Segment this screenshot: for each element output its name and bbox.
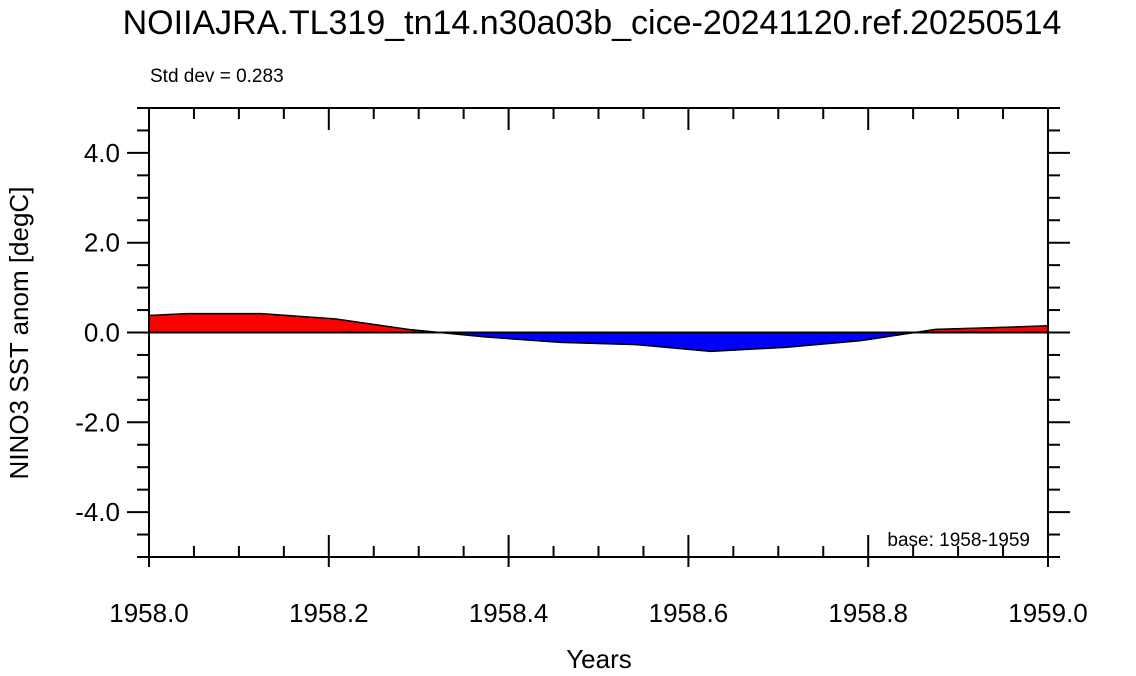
std-dev-annotation: Std dev = 0.283	[150, 66, 284, 87]
data-areas	[148, 312, 1049, 353]
chart-title: NOIIAJRA.TL319_tn14.n30a03b_cice-2024112…	[123, 4, 1062, 42]
base-annotation: base: 1958-1959	[887, 530, 1030, 551]
x-tick-label-0: 1958.0	[109, 598, 189, 628]
x-tick-label-4: 1958.8	[828, 598, 908, 628]
y-tick-label-4: -4.0	[75, 497, 120, 527]
y-tick-label-3: -2.0	[75, 407, 120, 437]
y-tick-label-1: 2.0	[84, 228, 120, 258]
x-axis-label: Years	[566, 644, 632, 674]
y-tick-label-0: 4.0	[84, 138, 120, 168]
axis-tick-labels: 1958.0 1958.2 1958.4 1958.6 1958.8 1959.0 4.0 2…	[75, 138, 1088, 628]
y-tick-label-2: 0.0	[84, 318, 120, 348]
y-axis-label: NINO3 SST anom [degC]	[4, 187, 34, 480]
x-tick-label-3: 1958.6	[649, 598, 729, 628]
x-tick-label-2: 1958.4	[469, 598, 549, 628]
x-tick-label-5: 1959.0	[1008, 598, 1088, 628]
x-tick-label-1: 1958.2	[289, 598, 369, 628]
series-line	[148, 312, 1049, 353]
